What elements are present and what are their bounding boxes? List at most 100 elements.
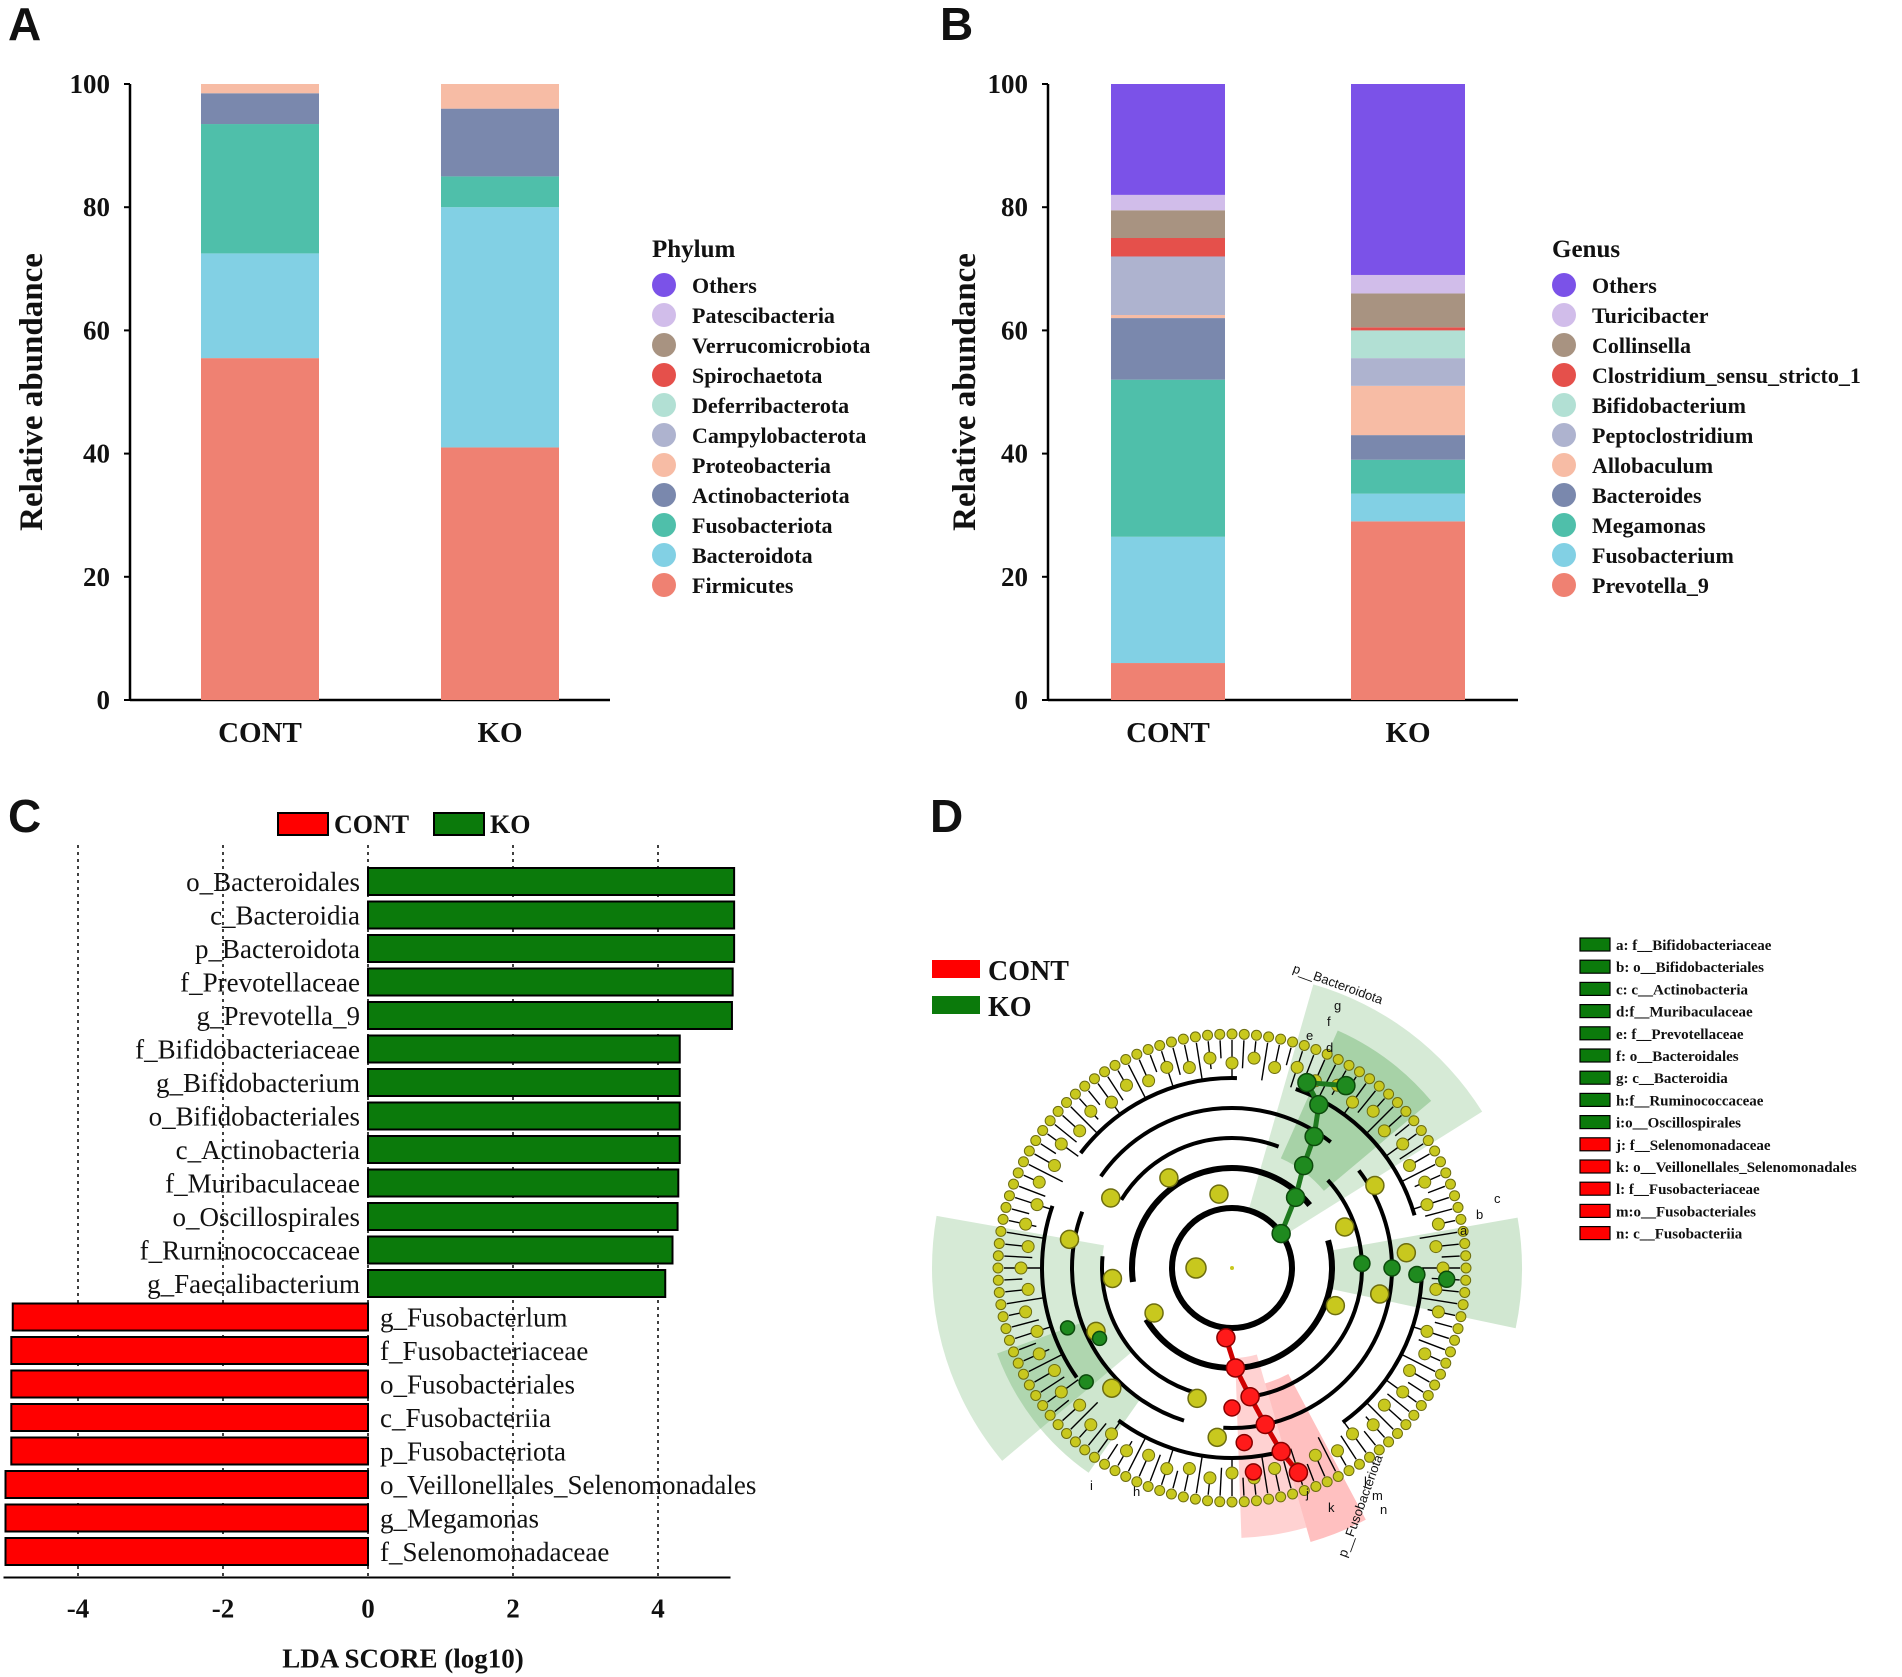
tree-inner-node xyxy=(1142,1074,1156,1088)
tree-leaf-branch xyxy=(1107,1443,1119,1460)
tree-leaf-branch xyxy=(1261,1455,1269,1494)
tree-inner-node xyxy=(1032,1347,1046,1361)
x-category-label: CONT xyxy=(1126,717,1210,749)
tree-leaf-branch xyxy=(1183,1044,1190,1063)
tree-leaf-branch xyxy=(1399,1143,1424,1160)
ko-node xyxy=(1059,1320,1076,1336)
y-tick-label: 80 xyxy=(1001,192,1028,222)
tree-tip-node xyxy=(1298,1039,1310,1051)
tree-tip-node xyxy=(1440,1167,1452,1179)
tree-tip-node xyxy=(1012,1357,1024,1369)
legend-label-spirochaetota: Spirochaetota xyxy=(692,363,822,388)
tree-leaf-branch xyxy=(1028,1353,1064,1373)
tree-tip-node xyxy=(1460,1274,1472,1286)
tree-inner-node xyxy=(1268,1462,1282,1476)
tree-leaf-branch xyxy=(1028,1163,1064,1183)
ko-node xyxy=(1383,1259,1401,1277)
tree-tip-node xyxy=(1391,1427,1403,1439)
bar-segment-cont-actinobacteriota xyxy=(201,93,319,125)
legend-label-turicibacter: Turicibacter xyxy=(1592,303,1709,328)
tree-tip-node xyxy=(1373,1080,1385,1092)
lda-label-g-prevotella-9: g_Prevotella_9 xyxy=(197,1001,360,1031)
legend-swatch-campylobacterota xyxy=(652,423,676,447)
tree-tip-node xyxy=(1023,1145,1035,1157)
lda-label-o-bifidobacteriales: o_Bifidobacteriales xyxy=(149,1102,360,1132)
legend-swatch-bacteroidota xyxy=(652,543,676,567)
tree-tip-node xyxy=(1321,1476,1333,1488)
tree-tip-node xyxy=(1177,1033,1189,1045)
bar-segment-cont-prevotella-9 xyxy=(1111,663,1225,700)
tree-leaf-branch xyxy=(1219,1040,1222,1059)
tree-tip-node xyxy=(1142,1480,1154,1492)
lda-label-c-actinobacteria: c_Actinobacteria xyxy=(176,1135,360,1165)
clade-legend-label: i:o__Oscillospirales xyxy=(1616,1116,1741,1132)
clade-legend-label: e: f__Prevotellaceae xyxy=(1616,1027,1744,1043)
tree-leaf-branch xyxy=(1365,1401,1394,1430)
lda-bar-g-prevotella-9 xyxy=(367,1001,733,1030)
panel-d-cladogram: p__Bacteroidota p__Fusobacteriota g f e … xyxy=(932,937,1857,1559)
tree-leaf-branch xyxy=(1195,1455,1203,1494)
legend-swatch-allobaculum xyxy=(1552,453,1576,477)
tree-leaf-branch xyxy=(1138,1459,1148,1477)
lda-label-o-bacteroidales: o_Bacteroidales xyxy=(186,867,360,897)
lda-label-f-rurninococcaceae: f_Rurninococcaceae xyxy=(140,1236,360,1266)
cont-node xyxy=(1216,1327,1236,1348)
tree-tip-node xyxy=(992,1250,1004,1262)
clade-sector-oscillospirales xyxy=(932,1215,1133,1461)
tree-tip-node xyxy=(1275,1491,1287,1503)
tree-leaf-branch xyxy=(1018,1185,1046,1197)
clade-legend-swatch xyxy=(1579,1181,1611,1196)
panel-b-genus-chart: 0 20 40 60 80 100 Relative abundance CONT KO Genu… xyxy=(947,69,1861,749)
tree-tip-node xyxy=(1238,1496,1250,1508)
tree-inner-node xyxy=(1396,1385,1410,1399)
clade-legend-swatch xyxy=(1579,1137,1611,1152)
bar-segment-cont-collinsella xyxy=(1111,210,1225,238)
tree-tip-node xyxy=(1202,1029,1214,1041)
legend-swatch-fusobacterium xyxy=(1552,543,1576,567)
tree-inner-node xyxy=(1396,1137,1410,1151)
clade-legend-swatch xyxy=(1579,1203,1611,1219)
legend-swatch-others xyxy=(652,273,676,297)
lda-bar-o-oscillospirales xyxy=(367,1202,679,1231)
legend-swatch-cont xyxy=(277,812,329,836)
tree-leaf-branch xyxy=(1365,1106,1394,1135)
tree-inner-node xyxy=(1102,1378,1122,1398)
clade-legend-label: l: f__Fusobacteriaceae xyxy=(1616,1182,1760,1198)
y-axis-title: Relative abundance xyxy=(14,253,50,531)
legend-label-allobaculum: Allobaculum xyxy=(1592,453,1713,478)
tree-leaf-branch xyxy=(1357,1090,1377,1114)
bar-segment-ko-fusobacteriota xyxy=(441,176,559,208)
bar-segment-cont-megamonas xyxy=(1111,379,1225,537)
lda-bar-o-fusobacteriales xyxy=(10,1369,370,1399)
bar-segment-cont-fusobacterium xyxy=(1111,536,1225,664)
ko-node xyxy=(1285,1187,1306,1208)
tree-tip-node xyxy=(1429,1145,1441,1157)
tree-tip-node xyxy=(1455,1213,1467,1225)
clade-label-h: h xyxy=(1133,1484,1140,1499)
clade-legend-label: j: f__Selenomonadaceae xyxy=(1615,1138,1771,1154)
tree-inner-node xyxy=(1225,1466,1239,1480)
tree-tip-node xyxy=(1003,1334,1015,1346)
tree-tip-node xyxy=(993,1238,1005,1250)
ko-node xyxy=(1271,1223,1291,1244)
tree-inner-node xyxy=(1403,1364,1417,1377)
tree-inner-node xyxy=(1366,1418,1380,1432)
tree-tip-node xyxy=(1400,1105,1412,1117)
legend-label-cont: CONT xyxy=(334,810,409,839)
tree-inner-node xyxy=(1019,1305,1033,1319)
clade-legend-swatch xyxy=(1579,1026,1611,1041)
lda-label-p-bacteroidota: p_Bacteroidota xyxy=(195,934,360,964)
legend-label-deferribacterota: Deferribacterota xyxy=(692,393,849,418)
tree-inner-node xyxy=(1105,1095,1119,1109)
tree-inner-node xyxy=(1335,1217,1355,1237)
tree-tip-node xyxy=(1449,1334,1461,1346)
legend-swatch-verrucomicrobiota xyxy=(652,333,676,357)
tree-leaf-branch xyxy=(1070,1401,1099,1430)
tree-leaf-branch xyxy=(1441,1255,1460,1258)
tree-tip-node xyxy=(1012,1167,1024,1179)
bar-segment-cont-allobaculum xyxy=(1111,315,1225,319)
tree-leaf-branch xyxy=(1418,1339,1446,1351)
tree-tip-node xyxy=(1099,1458,1111,1470)
bar-segment-cont-firmicutes xyxy=(201,358,319,700)
tree-leaf-branch xyxy=(1419,1297,1458,1305)
